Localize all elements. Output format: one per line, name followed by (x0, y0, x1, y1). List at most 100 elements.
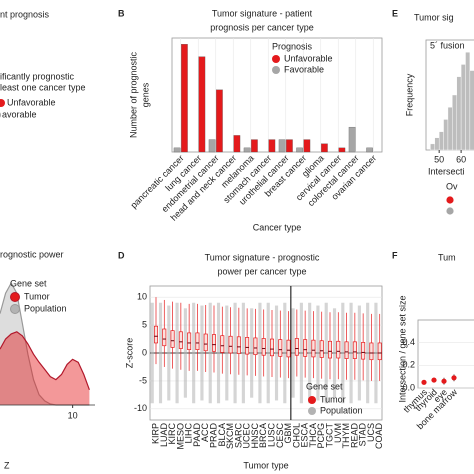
population-range (200, 305, 204, 401)
chart-title: prognosis per cancer type (210, 22, 314, 32)
x-axis-label: Z (4, 460, 10, 470)
box (269, 338, 275, 357)
panel-letter: D (118, 250, 125, 260)
population-range (175, 302, 179, 404)
population-range (274, 305, 279, 401)
x-tick-label: PAAD (192, 423, 202, 447)
x-tick-label: 10 (68, 410, 78, 420)
legend-title: Gene set (10, 278, 47, 288)
x-tick-label: CESC (275, 423, 285, 449)
legend-note: ificantly prognostic (0, 71, 75, 81)
x-tick-label: GBM (283, 423, 293, 444)
population-range (283, 302, 287, 404)
population-range (316, 305, 320, 401)
x-tick-label: PRAD (209, 423, 219, 449)
population-range (324, 302, 328, 404)
box (211, 334, 217, 352)
legend-swatch (446, 196, 454, 204)
legend-label: avorable (2, 109, 37, 119)
box (352, 341, 357, 359)
box (236, 336, 241, 354)
bar (208, 139, 216, 153)
histogram-bar (447, 107, 453, 151)
y-tick-label: 0.0 (402, 382, 415, 392)
population-range (332, 308, 337, 398)
legend-swatch (446, 207, 454, 215)
population-range (192, 302, 196, 404)
bar (181, 44, 188, 153)
legend-swatch (10, 292, 20, 302)
bar (366, 147, 373, 153)
x-tick-label: SKCM (225, 423, 235, 449)
bar (173, 147, 181, 153)
population-range (374, 302, 378, 404)
histogram-bar (456, 76, 462, 151)
population-range (291, 308, 295, 398)
x-axis-label: Tumor type (243, 460, 288, 470)
legend-swatch (10, 304, 20, 314)
x-tick-label: UCS (366, 423, 376, 442)
legend-swatch (272, 55, 280, 63)
panel-letter: B (118, 8, 125, 18)
legend-label: Population (24, 303, 67, 313)
box (303, 339, 308, 357)
bar (286, 139, 293, 153)
x-tick-label: LUAD (159, 423, 169, 448)
panel-letter: E (392, 8, 398, 18)
y-axis-label: Intersection / gene set size (397, 295, 407, 402)
box (261, 338, 266, 356)
box (195, 332, 200, 350)
x-tick-label: THYM (341, 423, 351, 449)
x-tick-label: KIRC (167, 423, 177, 445)
population-range (299, 302, 303, 404)
y-axis-label: Number of prognostic (128, 51, 138, 138)
box (245, 337, 250, 355)
x-tick-label: SARC (233, 423, 243, 449)
x-tick-label: ESCA (300, 423, 310, 448)
bar (296, 147, 303, 153)
x-tick-label: UVM (333, 423, 343, 443)
population-range (349, 302, 353, 404)
bar (198, 56, 206, 153)
legend-swatch (0, 112, 1, 118)
box (178, 331, 183, 349)
x-tick-label: 50 (434, 154, 444, 164)
legend-label: Tumor (24, 291, 50, 301)
population-range (167, 305, 171, 401)
box (286, 339, 291, 358)
panel-letter: F (392, 250, 398, 260)
population-range (341, 302, 345, 404)
population-range (183, 308, 187, 398)
legend-label: Unfavorable (284, 53, 333, 63)
histogram-bar (469, 70, 474, 151)
plot-bg (0, 262, 95, 405)
legend-title: Ov (446, 181, 458, 191)
bar (243, 147, 251, 153)
x-tick-label: CHOL (291, 423, 301, 448)
bar (338, 147, 346, 153)
legend-label: Tumor (320, 394, 346, 404)
box (170, 330, 175, 348)
y-tick-label: -10 (134, 403, 147, 413)
population-range (158, 302, 163, 404)
histogram-bar (465, 52, 471, 151)
x-tick-label: UCEC (242, 423, 252, 449)
box (228, 335, 233, 354)
box (377, 342, 382, 361)
box (336, 340, 341, 359)
y-tick-label: 0.4 (402, 337, 415, 347)
box (369, 342, 374, 361)
population-range (250, 308, 254, 398)
box (311, 339, 316, 358)
y-tick-label: -5 (139, 375, 147, 385)
population-range (241, 302, 245, 404)
population-range (266, 302, 270, 404)
x-tick-label: BLCA (217, 423, 227, 447)
annotation: 5´ fusion (430, 40, 465, 50)
box (187, 332, 192, 350)
box (162, 328, 167, 347)
histogram-bar (460, 64, 466, 151)
x-tick-label: TGCT (325, 423, 335, 448)
point (431, 377, 437, 383)
